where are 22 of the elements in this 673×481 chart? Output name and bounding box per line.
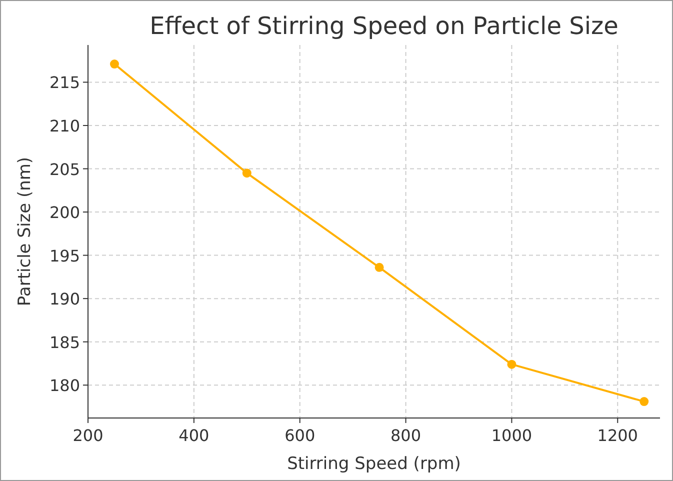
x-tick-label: 200 [72, 426, 104, 445]
x-tick-label: 600 [284, 426, 316, 445]
x-tick-label: 1200 [597, 426, 638, 445]
x-tick-label: 400 [178, 426, 210, 445]
y-tick-label: 185 [49, 332, 80, 352]
point [110, 60, 119, 69]
y-tick-label: 190 [49, 290, 80, 309]
point [640, 397, 649, 406]
y-tick-label: 180 [49, 376, 80, 396]
y-tick-label: 205 [49, 160, 80, 179]
y-tick-label: 200 [49, 203, 80, 222]
point [374, 262, 384, 272]
x-axis-title: Stirring Speed (rpm) [287, 454, 461, 474]
x-tick-label: 800 [390, 426, 422, 445]
point [242, 168, 252, 178]
y-tick-label: 195 [49, 246, 80, 266]
y-tick-label: 210 [49, 116, 80, 136]
point [507, 360, 516, 369]
chart-title: Effect of Stirring Speed on Particle Size [150, 12, 618, 40]
x-tick-label: 1000 [491, 426, 532, 445]
y-axis-title: Particle Size (nm) [15, 156, 35, 306]
y-tick-label: 215 [49, 73, 80, 92]
